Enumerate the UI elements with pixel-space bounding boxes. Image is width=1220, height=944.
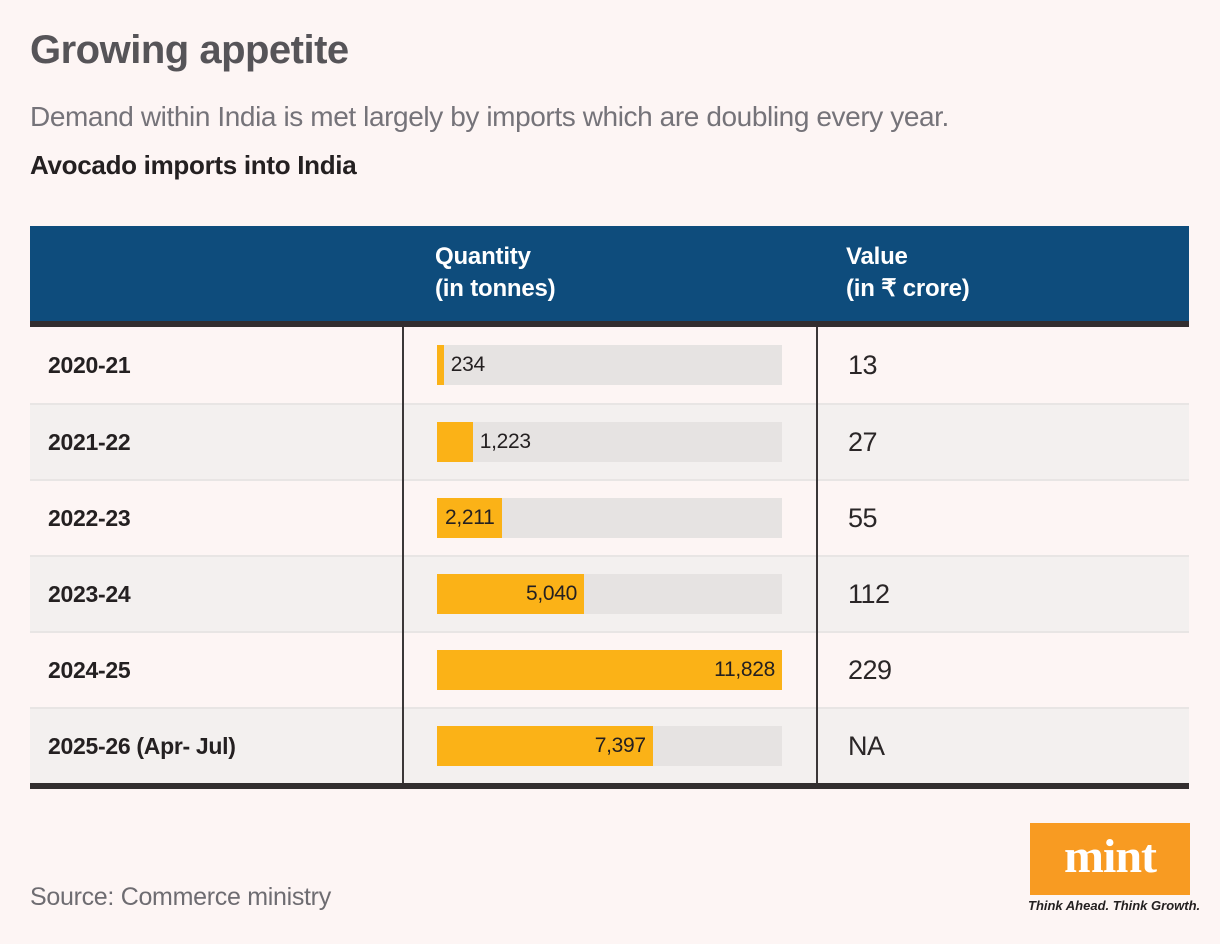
bar-value-label: 7,397 — [594, 734, 646, 757]
table-row: 2021-22 1,223 27 — [30, 403, 1189, 479]
chart-heading: Avocado imports into India — [30, 150, 357, 180]
imports-table: Quantity (in tonnes) Value (in ₹ crore) … — [30, 226, 1189, 789]
table-row: 2022-23 2,211 55 — [30, 479, 1189, 555]
bar-value-label: 2,211 — [445, 506, 495, 529]
row-bar-cell: 7,397 — [403, 709, 817, 783]
mint-wordmark: mint — [1064, 829, 1157, 883]
row-year: 2022-23 — [48, 504, 131, 531]
bar-track: 2,211 — [437, 498, 782, 538]
value-header-line1: Value — [846, 243, 908, 270]
column-divider-1 — [402, 327, 404, 783]
row-year: 2021-22 — [48, 428, 131, 455]
mint-tagline: Think Ahead. Think Growth. — [1028, 898, 1201, 913]
bar-track: 1,223 — [437, 422, 782, 462]
value-cell-text: 112 — [848, 578, 890, 609]
value-cell-text: 55 — [848, 502, 878, 533]
page-title: Growing appetite — [30, 28, 349, 72]
bar-value-label: 234 — [450, 353, 485, 376]
bar-track: 234 — [437, 345, 782, 385]
table-row: 2025-26 (Apr- Jul) 7,397 NA — [30, 707, 1189, 783]
row-year: 2020-21 — [48, 351, 131, 378]
quantity-header-line2: (in tonnes) — [435, 275, 556, 302]
bar-fill: 5,040 — [437, 574, 584, 614]
table-header: Quantity (in tonnes) Value (in ₹ crore) — [30, 226, 1189, 327]
column-header-quantity: Quantity (in tonnes) — [435, 241, 556, 305]
bar-track: 11,828 — [437, 650, 782, 690]
row-bar-cell: 5,040 — [403, 557, 817, 631]
value-header-line2: (in ₹ crore) — [846, 275, 970, 302]
bar-fill: 7,397 — [437, 726, 653, 766]
value-cell-text: NA — [848, 730, 885, 761]
row-bar-cell: 11,828 — [403, 633, 817, 707]
row-bar-cell: 234 — [403, 327, 817, 403]
bar-value-label: 1,223 — [479, 430, 531, 453]
column-header-value: Value (in ₹ crore) — [846, 241, 970, 305]
table-row: 2024-25 11,828 229 — [30, 631, 1189, 707]
bar-fill: 234 — [437, 345, 485, 385]
table-row: 2020-21 234 13 — [30, 327, 1189, 403]
value-cell-text: 229 — [848, 654, 892, 685]
column-divider-2 — [816, 327, 818, 783]
row-year: 2023-24 — [48, 580, 131, 607]
bar-fill: 2,211 — [437, 498, 502, 538]
value-cell-text: 27 — [848, 426, 878, 457]
source-note: Source: Commerce ministry — [30, 883, 331, 911]
bar-track: 7,397 — [437, 726, 782, 766]
table-body: 2020-21 234 13 2021-22 1,223 27 2022-23 … — [30, 327, 1189, 789]
mint-logo: mint — [1030, 823, 1190, 895]
row-bar-cell: 1,223 — [403, 405, 817, 479]
row-bar-cell: 2,211 — [403, 481, 817, 555]
bar-fill: 11,828 — [437, 650, 782, 690]
page-subtitle: Demand within India is met largely by im… — [30, 101, 949, 132]
bar-track: 5,040 — [437, 574, 782, 614]
row-year: 2024-25 — [48, 656, 131, 683]
bar-value-label: 5,040 — [525, 582, 577, 605]
table-row: 2023-24 5,040 112 — [30, 555, 1189, 631]
value-cell-text: 13 — [848, 349, 878, 380]
row-year: 2025-26 (Apr- Jul) — [48, 732, 236, 759]
bar-fill: 1,223 — [437, 422, 531, 462]
quantity-header-line1: Quantity — [435, 243, 531, 270]
bar-value-label: 11,828 — [714, 658, 775, 681]
